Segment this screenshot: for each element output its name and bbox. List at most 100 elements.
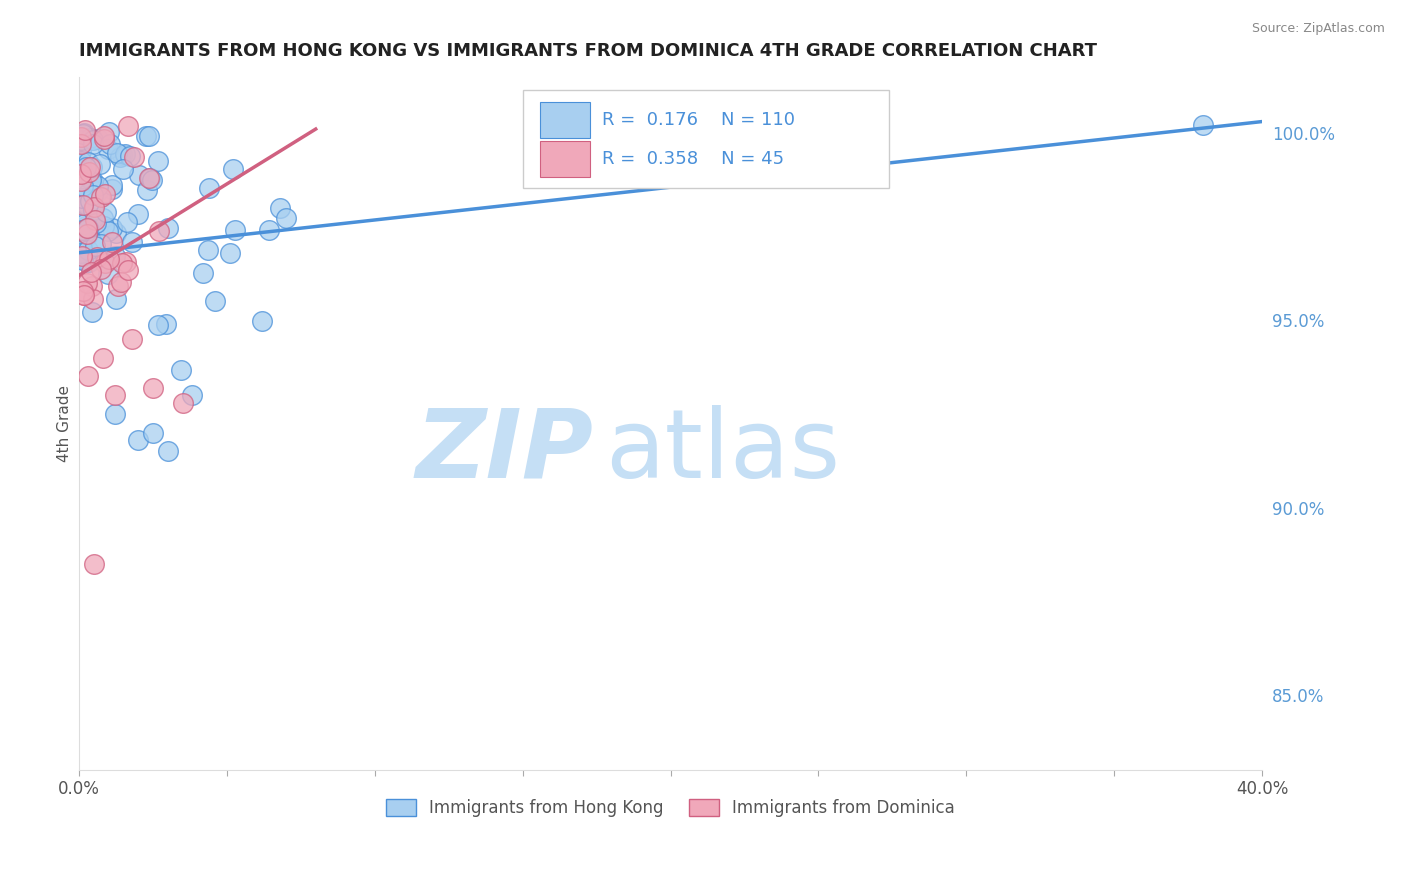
Point [142,381,165,395]
Point [80,265,103,279]
Point [90,189,112,203]
Point [69,153,91,168]
Point [204,293,226,308]
Point [94,256,117,270]
Point [111,148,134,162]
Text: atlas: atlas [606,405,841,498]
Point [89,190,111,204]
Point [155,318,177,332]
Point [197,243,219,257]
Point [219,245,242,260]
Point [76,255,98,269]
Point [135,183,157,197]
Point [121,235,143,249]
Point [77,369,100,384]
Point [118,149,141,163]
Point [70,222,93,236]
Point [72,178,94,193]
Point [69,243,91,257]
Point [138,171,160,186]
Point [69,246,91,260]
Point [97,268,120,282]
Point [142,425,165,440]
Point [104,249,127,263]
Point [115,215,138,229]
Point [82,137,104,152]
Point [77,186,100,200]
Point [83,213,105,227]
Point [101,235,124,249]
Point [90,262,112,277]
Point [72,191,94,205]
Point [104,407,127,421]
Point [1192,118,1215,132]
Point [82,292,104,306]
Point [100,221,122,235]
Point [76,220,98,235]
Point [79,172,101,186]
Point [80,199,103,213]
Point [77,244,100,258]
Point [87,179,110,194]
Point [97,143,120,157]
Point [180,388,202,402]
Point [77,220,100,235]
Point [98,252,121,267]
Point [93,219,115,233]
Point [105,293,128,307]
Point [112,161,135,176]
Point [172,395,194,409]
Point [108,150,131,164]
Point [69,250,91,264]
Text: R =  0.176    N = 110: R = 0.176 N = 110 [602,112,794,129]
Point [101,178,124,192]
Point [87,131,110,145]
Point [138,129,160,144]
Point [170,362,193,376]
Point [82,201,104,215]
Point [75,198,97,212]
Point [82,202,104,217]
Y-axis label: 4th Grade: 4th Grade [58,384,72,462]
Point [93,132,115,146]
FancyBboxPatch shape [540,141,591,178]
Point [82,305,104,319]
Point [156,444,179,458]
Text: R =  0.358    N = 45: R = 0.358 N = 45 [602,150,785,168]
Point [69,137,91,152]
Point [82,187,104,202]
Point [222,161,245,176]
Point [135,128,157,143]
Point [83,239,105,253]
Legend: Immigrants from Hong Kong, Immigrants from Dominica: Immigrants from Hong Kong, Immigrants fr… [380,793,962,824]
Point [73,287,96,301]
Point [122,150,145,164]
Point [82,218,104,232]
Point [224,223,246,237]
Point [70,144,93,158]
Point [115,254,138,268]
FancyBboxPatch shape [540,103,591,138]
Point [73,288,96,302]
Point [93,128,115,143]
Point [79,131,101,145]
Point [98,136,121,151]
Point [91,351,114,365]
Point [76,227,98,242]
Point [84,216,107,230]
Point [69,213,91,227]
Point [79,255,101,269]
Point [73,122,96,136]
Point [89,157,111,171]
Point [76,249,98,263]
Point [139,170,162,185]
Point [257,222,280,236]
Point [104,227,127,241]
Point [79,160,101,174]
Point [157,221,180,235]
Point [93,211,115,225]
Point [72,284,94,298]
Point [114,147,136,161]
Point [76,227,98,241]
Point [82,160,104,174]
